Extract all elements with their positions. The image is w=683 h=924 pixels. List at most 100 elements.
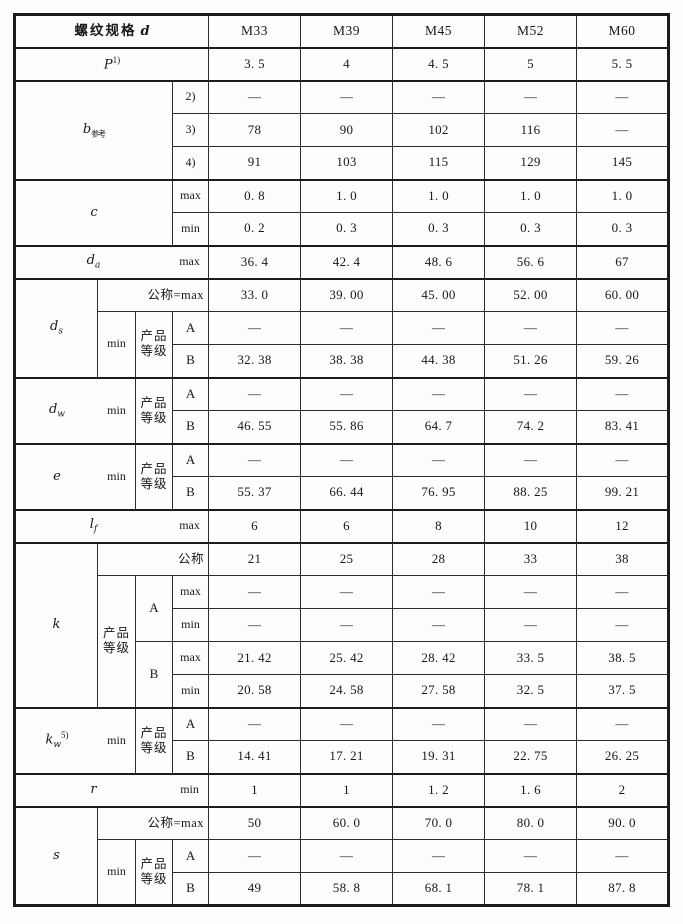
qualifier-min: min <box>107 732 126 747</box>
value-cell: 1. 0 <box>300 178 394 213</box>
b-key-4: 4) <box>171 146 210 180</box>
value-cell: 25 <box>300 541 394 576</box>
value-cell: — <box>300 575 394 609</box>
value-cell: 87. 8 <box>576 872 670 906</box>
value-cell: 48. 6 <box>392 244 486 279</box>
value-cell: 103 <box>300 146 394 180</box>
product-grade-line2: 等级 <box>140 476 168 491</box>
value-cell: 59. 26 <box>576 344 670 378</box>
value-cell: — <box>484 442 578 477</box>
product-grade-label: 产品 等级 <box>135 706 173 774</box>
value-cell: 19. 31 <box>392 740 486 774</box>
value-cell: 0. 2 <box>208 212 302 246</box>
product-grade-line1: 产品 <box>102 626 130 641</box>
value-cell: — <box>208 608 302 642</box>
value-cell: 39. 00 <box>300 277 394 312</box>
value-cell: 102 <box>392 113 486 147</box>
grade-b-label: B <box>171 410 210 444</box>
row-k-b-min: min 20. 58 24. 58 27. 58 32. 5 37. 5 <box>15 674 670 708</box>
value-cell: 74. 2 <box>484 410 578 444</box>
param-dw-label-cell: dw min <box>14 376 136 444</box>
row-lf: lf max 6 6 8 10 12 <box>13 508 670 543</box>
product-grade-label: 产品 等级 <box>135 839 173 906</box>
value-cell: — <box>392 706 486 741</box>
value-cell: — <box>208 839 302 873</box>
row-b-3: 3) 78 90 102 116 — <box>15 113 670 147</box>
row-dw-b: B 46. 55 55. 86 64. 7 74. 2 83. 41 <box>15 410 670 444</box>
row-k-a-min: min — — — — — <box>15 608 670 642</box>
value-cell: — <box>208 706 302 741</box>
row-b-2: b参考 2) — — — — — <box>14 79 670 180</box>
value-cell: — <box>208 575 302 609</box>
param-e-label-cell: e min <box>14 442 136 510</box>
value-cell: 33. 0 <box>208 277 302 312</box>
value-cell: 58. 8 <box>300 872 394 906</box>
row-k-b-max: B max 21. 42 25. 42 28. 42 33. 5 38. 5 <box>15 641 670 708</box>
value-cell: 1. 0 <box>392 178 486 213</box>
value-cell: — <box>300 706 394 741</box>
qualifier-max: max <box>171 575 210 609</box>
row-b-4: 4) 91 103 115 129 145 <box>15 146 670 180</box>
value-cell: 45. 00 <box>392 277 486 312</box>
value-cell: 1. 0 <box>576 178 670 213</box>
value-cell: 38. 5 <box>576 641 670 675</box>
qualifier-min: min <box>171 608 210 642</box>
product-grade-line1: 产品 <box>140 857 168 871</box>
value-cell: 1. 2 <box>392 772 486 807</box>
value-cell: — <box>576 608 670 642</box>
value-cell: 33. 5 <box>484 641 578 675</box>
qualifier-max: max <box>171 641 210 675</box>
value-cell: — <box>392 442 486 477</box>
spec-table: 螺纹规格 d M33 M39 M45 M52 M60 P1) 3. 5 4 4. … <box>13 13 671 907</box>
row-header: 螺纹规格 d M33 M39 M45 M52 M60 <box>13 14 670 48</box>
value-cell: — <box>392 608 486 642</box>
row-k-a-max: 产品 等级 A max — — — — — <box>15 575 670 708</box>
value-cell: 14. 41 <box>208 740 302 774</box>
value-cell: 38 <box>576 541 670 576</box>
value-cell: — <box>208 79 302 114</box>
value-cell: 91 <box>208 146 302 180</box>
param-dw-letter: dw <box>48 401 66 420</box>
value-cell: — <box>392 376 486 411</box>
value-cell: 67 <box>576 244 670 279</box>
product-grade-line2: 等级 <box>140 410 168 425</box>
value-cell: 27. 58 <box>392 674 486 708</box>
param-b-label-cell: b参考 <box>14 79 173 180</box>
col-header-m60: M60 <box>576 14 670 48</box>
value-cell: 60. 00 <box>576 277 670 312</box>
qualifier-max: max <box>179 518 200 533</box>
value-cell: — <box>484 79 578 114</box>
grade-a-label: A <box>171 311 210 345</box>
value-cell: — <box>484 311 578 345</box>
row-da: da max 36. 4 42. 4 48. 6 56. 6 67 <box>13 244 670 279</box>
row-dw-a: dw min 产品 等级 A — — — — — <box>14 376 670 444</box>
value-cell: 38. 38 <box>300 344 394 378</box>
value-cell: 1 <box>208 772 302 807</box>
param-c-label-cell: c <box>14 178 173 246</box>
product-grade-line2: 等级 <box>140 740 168 755</box>
row-p: P1) 3. 5 4 4. 5 5 5. 5 <box>13 46 670 81</box>
grade-b-label: B <box>171 476 210 510</box>
value-cell: 55. 37 <box>208 476 302 510</box>
value-cell: 37. 5 <box>576 674 670 708</box>
qualifier-min: min <box>97 839 136 906</box>
value-cell: 36. 4 <box>208 244 302 279</box>
value-cell: — <box>484 575 578 609</box>
value-cell: 10 <box>484 508 578 543</box>
row-r: r min 1 1 1. 2 1. 6 2 <box>13 772 670 807</box>
param-p-footnote: 1) <box>112 54 121 65</box>
value-cell: 0. 3 <box>576 212 670 246</box>
value-cell: 5. 5 <box>576 46 670 81</box>
param-b-subscript: 参考 <box>91 129 106 139</box>
value-cell: — <box>576 706 670 741</box>
value-cell: 32. 5 <box>484 674 578 708</box>
row-e-b: B 55. 37 66. 44 76. 95 88. 25 99. 21 <box>15 476 670 510</box>
value-cell: — <box>300 311 394 345</box>
value-cell: — <box>208 376 302 411</box>
b-key-3: 3) <box>171 113 210 147</box>
grade-a-label: A <box>171 706 210 741</box>
row-k-nominal: k 公称 21 25 28 33 38 <box>14 541 670 708</box>
value-cell: 6 <box>208 508 302 543</box>
param-lf-label-cell: lf max <box>13 508 210 543</box>
row-s-min-b: B 49 58. 8 68. 1 78. 1 87. 8 <box>15 872 670 906</box>
